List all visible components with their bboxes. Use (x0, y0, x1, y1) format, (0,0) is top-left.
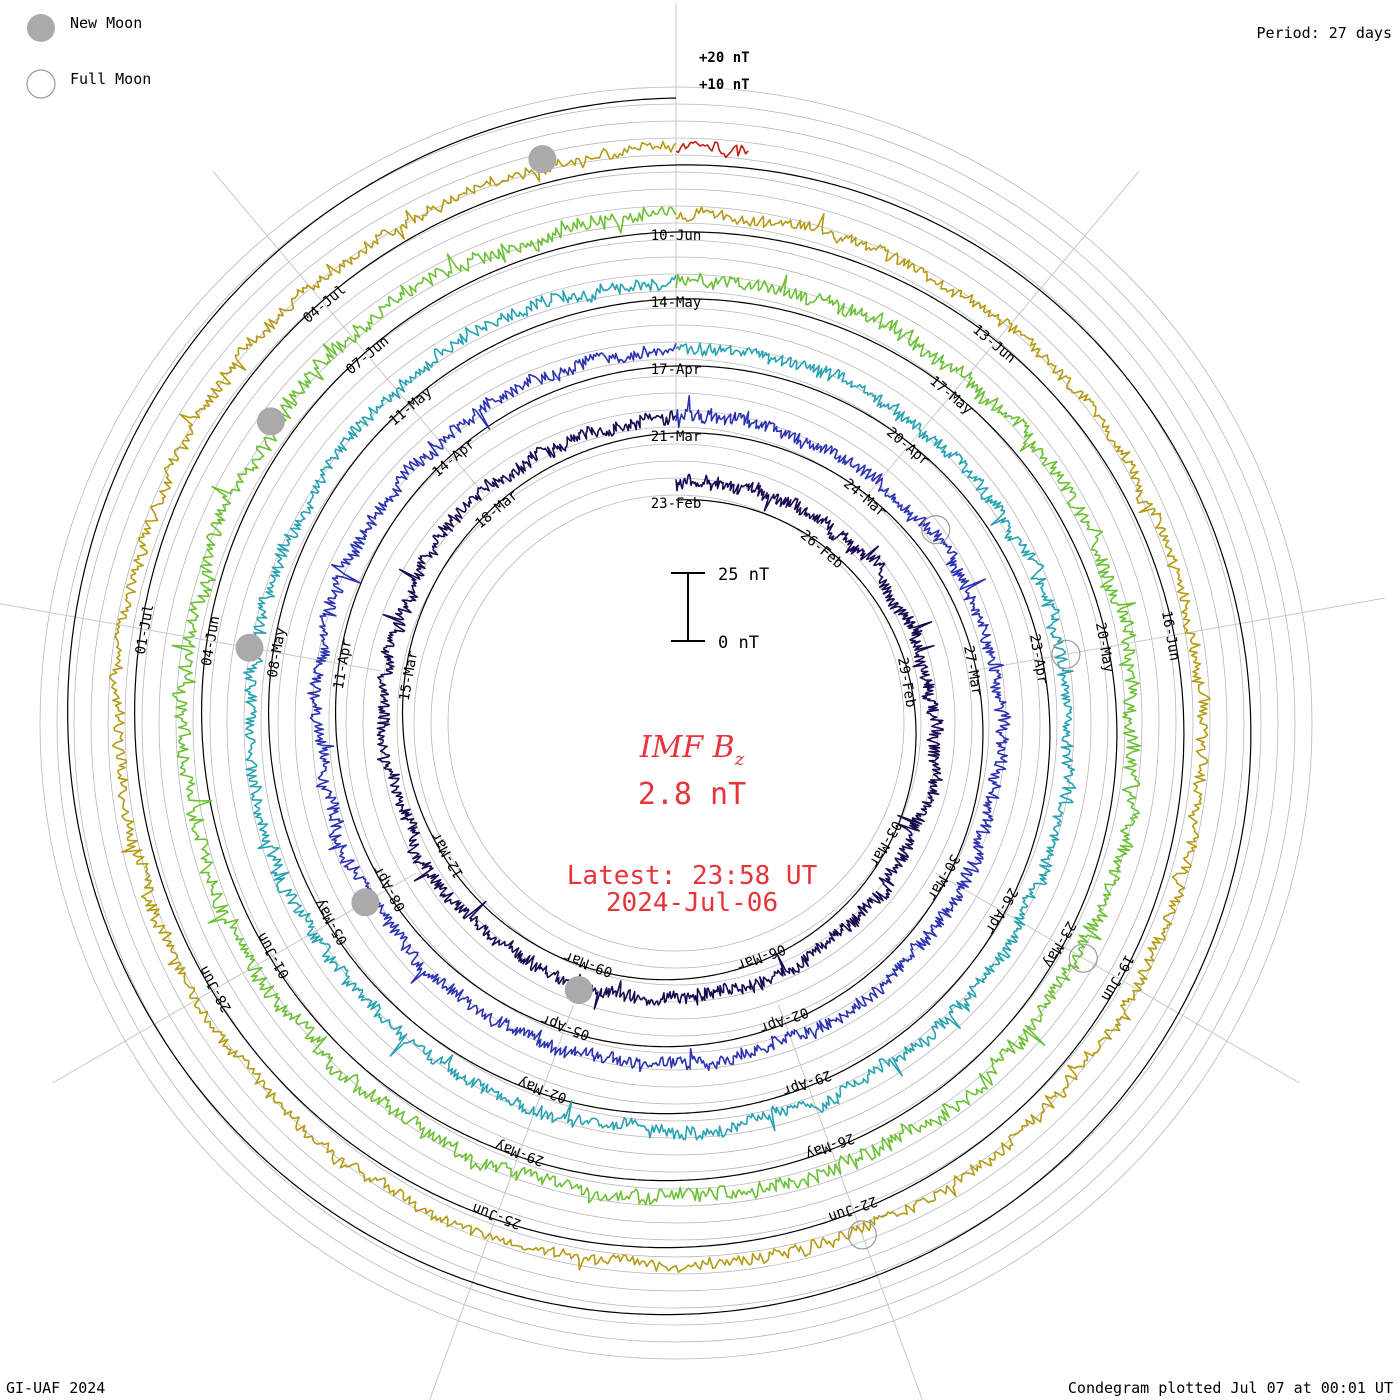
trace-rotation-17-Apr (243, 274, 1077, 1141)
date-tick-01-Jun: 01-Jun (254, 929, 293, 981)
legend-new-moon-label: New Moon (70, 14, 142, 32)
full-moon-marker-23-Apr (1051, 639, 1081, 669)
legend: New Moon Full Moon (26, 14, 151, 99)
spoke-line (868, 171, 1140, 494)
latest-date: 2024-Jul-06 (606, 888, 778, 918)
grid-ring (396, 443, 956, 1003)
trace-rotation-14-May (171, 206, 1142, 1206)
full-moon-marker-25-Mar (921, 514, 951, 545)
chart-title: IMF Bz (639, 730, 745, 770)
credit-label: GI-UAF 2024 (6, 1379, 105, 1397)
latest-time: Latest: 23:58 UT (567, 861, 818, 891)
data-traces (108, 140, 1211, 1274)
grid-ring (379, 426, 973, 1020)
trace-rotation-07-Jul (675, 140, 749, 159)
date-tick-17-Apr: 17-Apr (651, 362, 702, 378)
date-tick-09-Mar: 09-Mar (562, 948, 615, 980)
date-tick-04-Jul: 04-Jul (300, 282, 349, 327)
date-tick-15-Mar: 15-Mar (397, 650, 422, 703)
moon-markers (235, 145, 1098, 1250)
date-tick-02-Apr: 02-Apr (757, 1004, 810, 1036)
date-tick-10-Jun: 10-Jun (651, 228, 702, 244)
new-moon-marker-09-Mar (564, 976, 593, 1005)
spoke-line (212, 171, 484, 494)
full-moon-legend-icon (26, 69, 56, 99)
date-tick-29-Feb: 29-Feb (894, 656, 919, 709)
date-tick-14-May: 14-May (651, 295, 702, 311)
scale-bar-top-label: 25 nT (718, 565, 769, 585)
current-value: 2.8 nT (638, 777, 746, 812)
new-moon-legend-icon (27, 14, 55, 42)
grid-ring (447, 494, 905, 952)
spoke-line (935, 872, 1300, 1084)
chart-grid (0, 3, 1386, 1400)
scale-label-plus20: +20 nT (699, 50, 750, 66)
trace-rotation-21-Mar (307, 342, 1012, 1073)
date-tick-20-Apr: 20-Apr (883, 424, 932, 469)
full-moon-marker-22-Jun (847, 1220, 877, 1250)
full-moon-marker-23-May (1068, 943, 1098, 973)
spoke-line (429, 1004, 574, 1400)
date-tick-18-Mar: 18-Mar (472, 487, 521, 532)
date-tick-29-Apr: 29-Apr (780, 1066, 833, 1098)
date-tick-19-Jun: 19-Jun (1097, 952, 1136, 1004)
date-tick-08-May: 08-May (265, 626, 290, 679)
new-moon-marker-08-May (235, 633, 264, 662)
period-label: Period: 27 days (1257, 24, 1392, 42)
date-tick-16-Jun: 16-Jun (1158, 610, 1183, 663)
new-moon-marker-06-Jul (528, 145, 557, 174)
date-tick-28-Jun: 28-Jun (196, 963, 235, 1015)
grid-ring (413, 460, 939, 986)
spoke-line (971, 597, 1386, 672)
date-tick-21-Mar: 21-Mar (651, 429, 702, 445)
footer-plotted-label: Condegram plotted Jul 07 at 00:01 UT (1068, 1379, 1393, 1397)
chart-title-subscript: z (734, 749, 745, 770)
date-tick-26-Feb: 26-Feb (797, 527, 846, 572)
scale-bar: 25 nT 0 nT (671, 565, 769, 653)
new-moon-marker-06-Jun (256, 407, 285, 436)
grid-ring (345, 392, 1007, 1054)
legend-full-moon-label: Full Moon (70, 70, 151, 88)
date-tick-06-Mar: 06-Mar (735, 941, 788, 973)
spoke-line (0, 603, 381, 672)
grid-ring (294, 341, 1058, 1105)
date-tick-25-Jun: 25-Jun (470, 1199, 523, 1231)
trace-rotation-10-Jun (108, 140, 1211, 1274)
grid-ring (430, 477, 922, 969)
chart-title-main: IMF B (639, 730, 735, 765)
date-tick-11-May: 11-May (386, 385, 435, 430)
date-tick-17-May: 17-May (926, 373, 975, 418)
date-tick-20-May: 20-May (1092, 621, 1117, 674)
scale-bar-bottom-label: 0 nT (718, 633, 759, 653)
scale-label-plus10: +10 nT (699, 77, 750, 93)
date-tick-23-Apr: 23-Apr (1026, 633, 1051, 686)
spiral-baseline (67, 97, 1252, 1316)
new-moon-marker-08-Apr (351, 888, 380, 917)
date-tick-04-Jun: 04-Jun (199, 615, 224, 668)
date-tick-02-May: 02-May (516, 1073, 569, 1105)
date-tick-23-May: 23-May (1039, 918, 1078, 970)
grid-ring (311, 358, 1041, 1088)
date-tick-23-Feb: 23-Feb (651, 496, 702, 512)
date-tick-26-Apr: 26-Apr (981, 885, 1020, 937)
date-tick-12-Mar: 12-Mar (428, 829, 467, 881)
date-tick-13-Jun: 13-Jun (969, 322, 1018, 367)
date-tick-14-Apr: 14-Apr (429, 436, 478, 481)
trace-rotation-23-Feb (376, 410, 944, 1010)
spoke-line (778, 1004, 923, 1400)
